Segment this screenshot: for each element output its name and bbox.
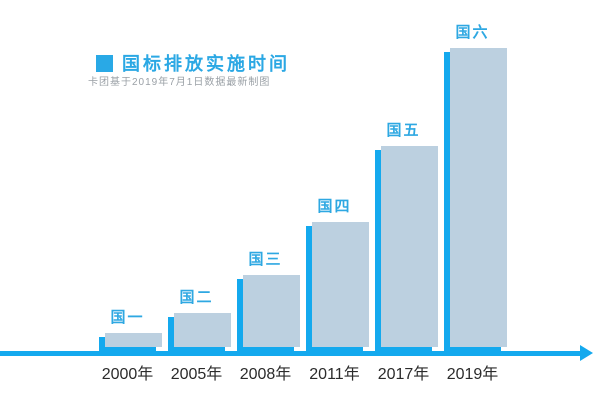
x-axis-tick-label: 2008年 <box>239 366 292 383</box>
bar-value-label: 国二 <box>179 289 214 306</box>
x-axis-tick-label: 2000年 <box>101 366 154 383</box>
legend-swatch-icon <box>96 54 113 72</box>
x-axis-line <box>0 351 582 356</box>
bar-2019年: 国六 <box>444 24 507 351</box>
bar-2011年: 国四 <box>306 198 369 351</box>
bar-2000年: 国一 <box>99 309 162 351</box>
bar-2017年: 国五 <box>375 122 438 351</box>
bar-value-label: 国四 <box>317 198 352 215</box>
bar-value-label: 国五 <box>386 122 421 139</box>
x-axis-tick-label: 2017年 <box>377 366 430 383</box>
bar-2005年: 国二 <box>168 289 231 351</box>
bar-2008年: 国三 <box>237 251 300 351</box>
x-axis-tick-label: 2011年 <box>309 366 360 383</box>
chart-legend: 国标排放实施时间 <box>96 50 290 76</box>
chart-subtitle: 卡团基于2019年7月1日数据最新制图 <box>88 77 271 88</box>
x-axis-tick-label: 2019年 <box>446 366 499 383</box>
bar-value-label: 国六 <box>455 24 490 41</box>
x-axis-tick-label: 2005年 <box>170 366 223 383</box>
x-axis-arrow-icon <box>580 345 593 361</box>
bar-value-label: 国三 <box>248 251 283 268</box>
chart-title: 国标排放实施时间 <box>122 54 290 74</box>
bar-value-label: 国一 <box>110 309 145 326</box>
